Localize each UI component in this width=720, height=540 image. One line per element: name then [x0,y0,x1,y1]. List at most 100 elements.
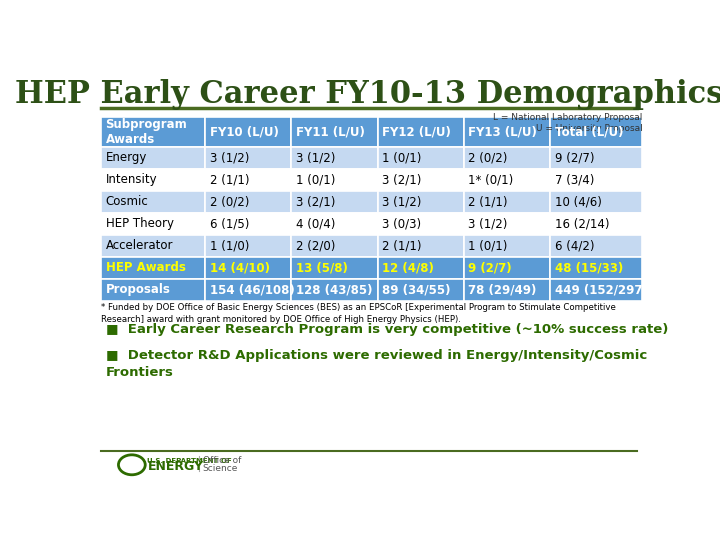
FancyBboxPatch shape [464,117,550,147]
Text: 3 (2/1): 3 (2/1) [382,173,422,186]
FancyBboxPatch shape [464,147,550,168]
Text: Cosmic: Cosmic [106,195,148,208]
FancyBboxPatch shape [378,213,464,235]
Text: U.S. DEPARTMENT OF: U.S. DEPARTMENT OF [148,457,233,464]
Text: 6 (1/5): 6 (1/5) [210,217,249,231]
Text: HEP Early Career FY10-13 Demographics: HEP Early Career FY10-13 Demographics [15,79,720,110]
FancyBboxPatch shape [550,191,642,213]
Text: 2 (0/2): 2 (0/2) [469,151,508,164]
Text: Office of: Office of [203,456,241,465]
FancyBboxPatch shape [464,279,550,301]
Text: 3 (0/3): 3 (0/3) [382,217,421,231]
Text: 3 (1/2): 3 (1/2) [210,151,249,164]
FancyBboxPatch shape [378,191,464,213]
FancyBboxPatch shape [292,117,378,147]
Text: ■  Detector R&D Applications were reviewed in Energy/Intensity/Cosmic
Frontiers: ■ Detector R&D Applications were reviewe… [106,349,647,379]
Text: 89 (34/55): 89 (34/55) [382,284,451,296]
Text: 3 (1/2): 3 (1/2) [469,217,508,231]
FancyBboxPatch shape [378,147,464,168]
FancyBboxPatch shape [101,191,205,213]
FancyBboxPatch shape [378,235,464,257]
FancyBboxPatch shape [205,168,292,191]
Text: 2 (1/1): 2 (1/1) [469,195,508,208]
FancyBboxPatch shape [550,168,642,191]
Text: 48 (15/33): 48 (15/33) [554,261,623,274]
Text: 1 (0/1): 1 (0/1) [296,173,336,186]
Text: 154 (46/108): 154 (46/108) [210,284,294,296]
FancyBboxPatch shape [292,257,378,279]
Text: 3 (1/2): 3 (1/2) [296,151,336,164]
FancyBboxPatch shape [101,235,205,257]
Text: Science: Science [203,464,238,472]
Text: FY12 (L/U): FY12 (L/U) [382,125,451,138]
Text: 10 (4/6): 10 (4/6) [554,195,602,208]
Text: 449 (152/297): 449 (152/297) [554,284,647,296]
Text: Energy: Energy [106,151,147,164]
Text: 13 (5/8): 13 (5/8) [296,261,348,274]
Text: 9 (2/7): 9 (2/7) [554,151,594,164]
FancyBboxPatch shape [205,257,292,279]
Text: ENERGY: ENERGY [148,461,204,474]
FancyBboxPatch shape [101,147,205,168]
Text: 7 (3/4): 7 (3/4) [554,173,594,186]
Text: 78 (29/49): 78 (29/49) [469,284,537,296]
FancyBboxPatch shape [101,279,205,301]
FancyBboxPatch shape [292,235,378,257]
Text: 4 (0/4): 4 (0/4) [296,217,336,231]
Text: FY10 (L/U): FY10 (L/U) [210,125,279,138]
Text: 2 (2/0): 2 (2/0) [296,239,336,252]
FancyBboxPatch shape [205,279,292,301]
Text: 3 (2/1): 3 (2/1) [296,195,336,208]
Text: 1 (0/1): 1 (0/1) [382,151,422,164]
Text: 128 (43/85): 128 (43/85) [296,284,372,296]
FancyBboxPatch shape [101,117,205,147]
FancyBboxPatch shape [101,168,205,191]
Text: 2 (0/2): 2 (0/2) [210,195,249,208]
FancyBboxPatch shape [205,147,292,168]
Text: 1* (0/1): 1* (0/1) [469,173,513,186]
FancyBboxPatch shape [550,235,642,257]
Text: 1 (0/1): 1 (0/1) [469,239,508,252]
Text: FY13 (L/U): FY13 (L/U) [469,125,537,138]
Text: Total (L/U): Total (L/U) [554,125,624,138]
FancyBboxPatch shape [205,117,292,147]
Text: L = National Laboratory Proposal
U = University Proposal: L = National Laboratory Proposal U = Uni… [493,113,642,133]
FancyBboxPatch shape [464,257,550,279]
Text: Proposals: Proposals [106,284,171,296]
FancyBboxPatch shape [378,168,464,191]
Text: 9 (2/7): 9 (2/7) [469,261,512,274]
Text: 14 (4/10): 14 (4/10) [210,261,270,274]
FancyBboxPatch shape [205,235,292,257]
FancyBboxPatch shape [101,213,205,235]
FancyBboxPatch shape [550,147,642,168]
FancyBboxPatch shape [464,191,550,213]
Text: FY11 (L/U): FY11 (L/U) [296,125,365,138]
FancyBboxPatch shape [292,213,378,235]
Text: Intensity: Intensity [106,173,157,186]
FancyBboxPatch shape [550,279,642,301]
FancyBboxPatch shape [205,213,292,235]
FancyBboxPatch shape [205,191,292,213]
FancyBboxPatch shape [292,191,378,213]
FancyBboxPatch shape [464,168,550,191]
FancyBboxPatch shape [550,117,642,147]
FancyBboxPatch shape [378,279,464,301]
FancyBboxPatch shape [292,168,378,191]
Text: 6 (4/2): 6 (4/2) [554,239,594,252]
FancyBboxPatch shape [550,213,642,235]
FancyBboxPatch shape [378,257,464,279]
FancyBboxPatch shape [550,257,642,279]
Text: 1 (1/0): 1 (1/0) [210,239,249,252]
FancyBboxPatch shape [464,235,550,257]
Text: 16 (2/14): 16 (2/14) [554,217,609,231]
FancyBboxPatch shape [292,147,378,168]
Text: 12 (4/8): 12 (4/8) [382,261,434,274]
FancyBboxPatch shape [464,213,550,235]
FancyBboxPatch shape [292,279,378,301]
FancyBboxPatch shape [101,257,205,279]
Text: HEP Awards: HEP Awards [106,261,186,274]
Text: HEP Theory: HEP Theory [106,217,174,231]
Text: 2 (1/1): 2 (1/1) [382,239,422,252]
Text: Accelerator: Accelerator [106,239,173,252]
FancyBboxPatch shape [378,117,464,147]
